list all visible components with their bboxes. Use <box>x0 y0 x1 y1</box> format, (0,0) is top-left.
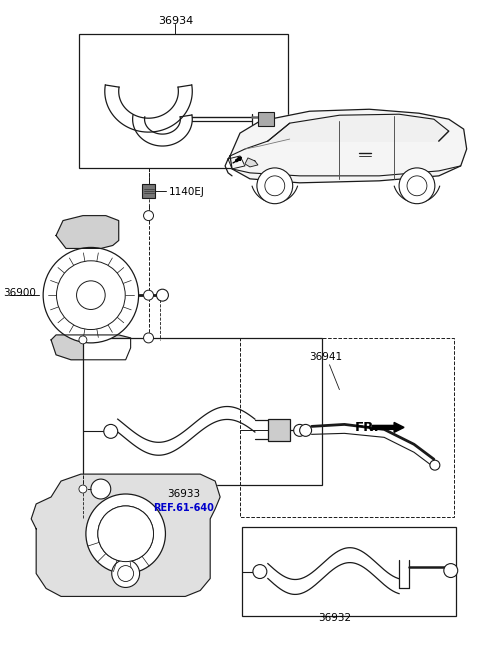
Circle shape <box>144 212 153 220</box>
Circle shape <box>444 563 458 578</box>
Polygon shape <box>245 158 258 167</box>
Polygon shape <box>268 114 449 141</box>
Circle shape <box>76 281 105 309</box>
Circle shape <box>118 566 133 581</box>
Circle shape <box>253 565 267 579</box>
Circle shape <box>144 211 154 220</box>
FancyArrow shape <box>372 422 404 432</box>
Circle shape <box>294 424 306 436</box>
Text: 36941: 36941 <box>310 352 343 362</box>
Text: REF.61-640: REF.61-640 <box>153 503 214 513</box>
Bar <box>258 112 274 126</box>
Circle shape <box>79 485 87 493</box>
Circle shape <box>257 168 293 203</box>
Circle shape <box>407 176 427 196</box>
Polygon shape <box>31 474 220 596</box>
Text: FR.: FR. <box>354 421 379 434</box>
Text: 36934: 36934 <box>158 16 193 26</box>
Circle shape <box>98 506 154 561</box>
FancyArrow shape <box>236 157 241 162</box>
Bar <box>242 527 456 616</box>
Circle shape <box>86 494 166 574</box>
Circle shape <box>265 176 285 196</box>
Circle shape <box>430 460 440 470</box>
Circle shape <box>112 559 140 587</box>
Bar <box>83 338 322 485</box>
Polygon shape <box>56 216 119 249</box>
Circle shape <box>43 247 139 343</box>
Circle shape <box>144 333 154 343</box>
Circle shape <box>156 289 168 301</box>
Polygon shape <box>51 335 131 360</box>
Circle shape <box>144 290 154 300</box>
Bar <box>79 34 288 168</box>
Bar <box>268 419 290 441</box>
Circle shape <box>98 506 154 561</box>
Circle shape <box>300 424 312 436</box>
Text: 36932: 36932 <box>318 613 351 623</box>
Bar <box>142 184 156 198</box>
Circle shape <box>57 261 125 329</box>
Polygon shape <box>230 109 467 183</box>
Circle shape <box>91 479 111 499</box>
Circle shape <box>79 336 87 344</box>
Text: 1140EJ: 1140EJ <box>168 187 204 197</box>
Text: 36900: 36900 <box>3 288 36 298</box>
Text: 36933: 36933 <box>167 489 200 499</box>
Circle shape <box>399 168 435 203</box>
Circle shape <box>104 424 118 439</box>
Bar <box>240 338 454 517</box>
